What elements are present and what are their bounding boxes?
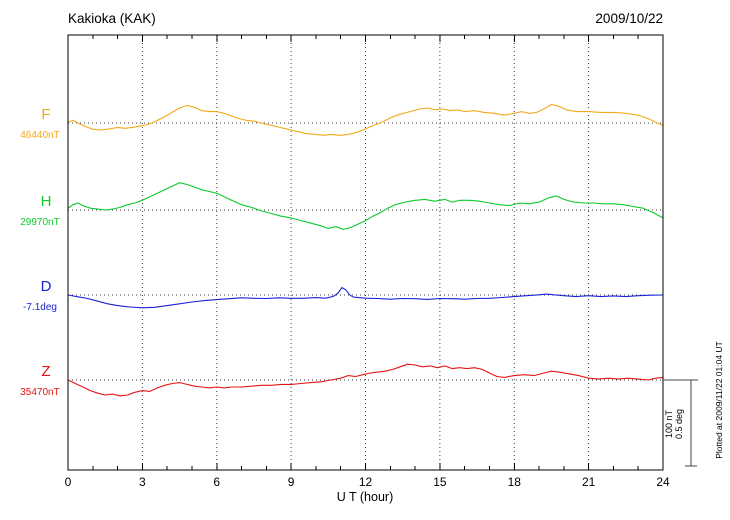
x-tick-label: 21: [582, 475, 596, 489]
x-axis-label: U T (hour): [337, 490, 394, 504]
x-tick-label: 9: [288, 475, 295, 489]
grid-layer: [68, 35, 698, 470]
trace-layer: [67, 103, 664, 397]
series-baseline-value-F: 46440nT: [20, 130, 59, 141]
series-letter-D: D: [41, 278, 52, 295]
trace-F: [67, 103, 664, 136]
axis-layer: 0 3 6 9 12 15 18 21 24: [65, 35, 670, 489]
station-title: Kakioka (KAK): [68, 11, 156, 26]
series-baseline-value-H: 29970nT: [20, 217, 59, 228]
scale-bar: 100 nT 0.5 deg: [663, 379, 698, 467]
trace-Z: [67, 363, 664, 397]
series-letter-H: H: [41, 193, 52, 210]
plot-frame: [67, 34, 664, 471]
x-tick-label: 18: [508, 475, 522, 489]
plotted-at-note: Plotted at 2009/11/22 01:04 UT: [714, 341, 724, 459]
x-tick-label: 0: [65, 475, 72, 489]
x-tick-label: 3: [139, 475, 146, 489]
x-tick-label: 24: [656, 475, 670, 489]
x-tick-label: 12: [359, 475, 373, 489]
series-letter-Z: Z: [41, 363, 50, 380]
series-letter-F: F: [41, 106, 50, 123]
scale-label-deg: 0.5 deg: [674, 409, 684, 439]
scale-label-nt: 100 nT: [664, 409, 674, 438]
trace-H: [67, 182, 664, 230]
series-baseline-value-Z: 35470nT: [20, 387, 59, 398]
series-baseline-value-D: -7.1deg: [23, 302, 57, 313]
plot-date: 2009/10/22: [595, 11, 663, 26]
series-label-layer: F 46440nT H 29970nT D -7.1deg Z 35470nT: [20, 106, 59, 398]
trace-D: [67, 287, 664, 309]
x-tick-label: 15: [433, 475, 447, 489]
x-tick-label: 6: [213, 475, 220, 489]
